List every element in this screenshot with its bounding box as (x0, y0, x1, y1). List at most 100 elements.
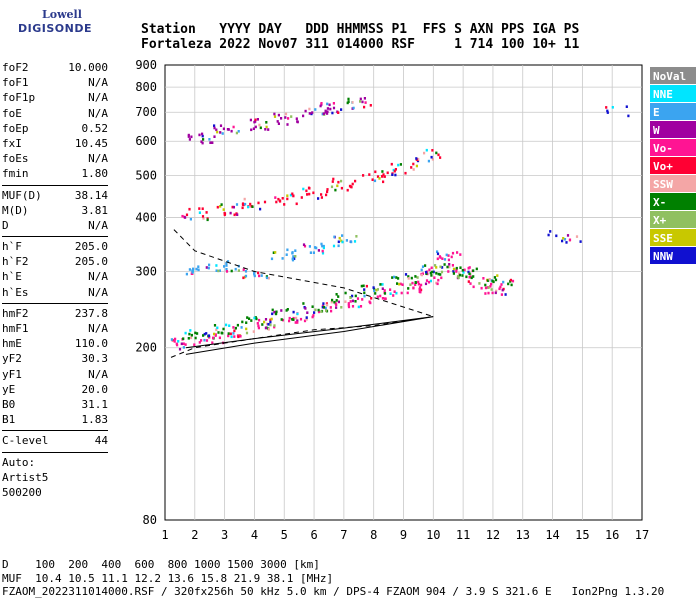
echo-point (233, 213, 236, 217)
echo-point (271, 312, 274, 316)
echo-point (425, 279, 429, 282)
echo-point (389, 288, 392, 291)
echo-point (302, 302, 305, 305)
echo-point (273, 115, 277, 118)
echo-point (399, 163, 402, 166)
echo-point (324, 306, 327, 310)
echo-point (252, 330, 255, 333)
echo-point (412, 162, 415, 166)
param-separator (2, 451, 108, 453)
echo-point (396, 282, 399, 285)
echo-point (431, 270, 434, 274)
echo-point (193, 343, 196, 346)
echo-point (347, 305, 351, 309)
echo-point (285, 309, 288, 312)
echo-point (365, 284, 368, 288)
echo-point (241, 320, 244, 324)
x-tick-label: 15 (575, 528, 589, 542)
echo-point (372, 286, 375, 289)
echo-point (335, 299, 338, 302)
echo-point (228, 324, 231, 327)
echo-point (259, 126, 262, 130)
echo-point (221, 132, 224, 135)
echo-point (267, 323, 270, 326)
echo-point (200, 140, 203, 143)
echo-point (431, 158, 434, 161)
echo-point (264, 128, 267, 131)
echo-point (180, 342, 183, 346)
echo-point (329, 306, 332, 309)
echo-point (223, 212, 227, 216)
echo-point (283, 203, 286, 206)
echo-point (257, 324, 260, 328)
echo-point (214, 333, 217, 336)
echo-point (211, 141, 214, 144)
echo-point (328, 103, 331, 107)
auto-label: Auto: (2, 455, 36, 469)
echo-point (206, 218, 209, 222)
echo-point (229, 211, 232, 215)
echo-point (350, 240, 353, 244)
echo-point (308, 107, 311, 111)
param-row: M(D) 3.81 (2, 203, 108, 218)
echo-point (424, 282, 428, 286)
echo-point (458, 273, 462, 277)
echo-point (286, 197, 289, 201)
echo-point (418, 286, 422, 289)
echo-point (334, 188, 337, 192)
echo-point (437, 278, 440, 282)
echo-point (308, 245, 311, 248)
echo-point (312, 314, 315, 317)
echo-point (383, 292, 387, 295)
echo-point (439, 156, 442, 159)
echo-point (563, 238, 567, 241)
echo-point (190, 135, 193, 139)
echo-point (351, 182, 354, 186)
echo-point (383, 175, 386, 178)
echo-point (451, 251, 455, 255)
param-separator (2, 302, 108, 304)
echo-point (253, 271, 256, 275)
echo-point (290, 115, 293, 118)
echo-point (480, 286, 483, 290)
echo-point (264, 318, 268, 321)
echo-point (260, 274, 263, 277)
param-name: foE (2, 106, 22, 120)
param-row: hmE 110.0 (2, 336, 108, 351)
echo-point (491, 279, 494, 283)
footer-file-info: FZAOM_2022311014000.RSF / 320fx256h 50 k… (2, 585, 665, 598)
echo-point (303, 319, 307, 323)
echo-point (379, 283, 382, 286)
echo-point (340, 239, 343, 243)
echo-point (274, 196, 277, 199)
echo-point (226, 128, 229, 131)
param-value: N/A (88, 76, 108, 90)
echo-point (488, 278, 491, 281)
echo-point (579, 240, 582, 243)
echo-point (509, 278, 512, 282)
param-name: foEs (2, 152, 29, 166)
echo-point (230, 269, 233, 273)
echo-point (472, 269, 475, 272)
echo-point (230, 129, 233, 133)
param-name: yF1 (2, 367, 22, 381)
echo-point (317, 249, 320, 252)
echo-point (258, 274, 261, 278)
echo-point (330, 300, 333, 304)
header-line2: Fortaleza 2022 Nov07 311 014000 RSF 1 71… (141, 37, 580, 52)
echo-point (392, 294, 395, 297)
echo-point (322, 246, 325, 250)
echo-point (435, 151, 438, 155)
echo-point (219, 205, 222, 208)
echo-point (232, 205, 235, 209)
echo-point (271, 308, 274, 312)
echo-point (219, 131, 222, 134)
echo-point (498, 287, 501, 291)
echo-point (245, 331, 249, 335)
echo-point (331, 111, 334, 115)
echo-point (293, 257, 296, 260)
echo-point (332, 177, 335, 181)
echo-point (397, 163, 400, 167)
echo-point (225, 323, 228, 327)
echo-point (432, 270, 435, 274)
